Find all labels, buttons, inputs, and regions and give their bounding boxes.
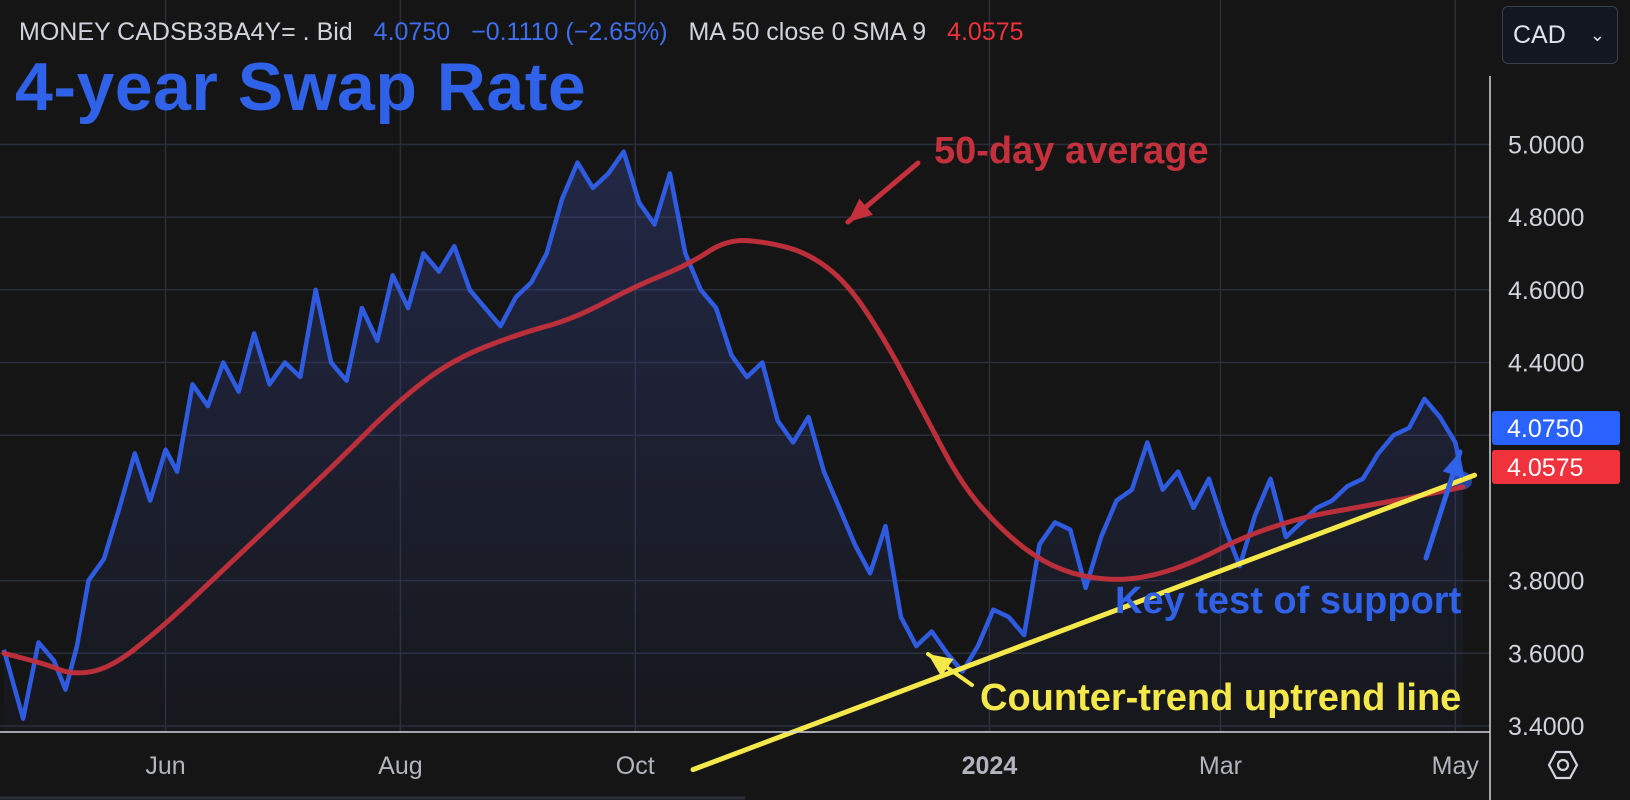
arrow-support-head xyxy=(1442,452,1463,478)
currency-select[interactable]: CAD ⌄ xyxy=(1502,6,1618,64)
annotation-support: Key test of support xyxy=(1115,580,1462,622)
y-tick-label: 5.0000 xyxy=(1508,131,1584,159)
x-tick-label: 2024 xyxy=(962,752,1018,780)
last-price-badge: 4.0750 xyxy=(1507,415,1583,443)
price-change: −0.1110 (−2.65%) xyxy=(471,18,668,46)
ma-price-badge: 4.0575 xyxy=(1507,454,1583,482)
ma-price-badge-bg xyxy=(1492,450,1620,484)
ma-indicator-value: 4.0575 xyxy=(947,18,1024,46)
annotation-layer: 50-day average Key test of support Counter… xyxy=(845,130,1463,719)
ma-indicator-label[interactable]: MA 50 close 0 SMA 9 xyxy=(688,18,927,46)
x-tick-label: Aug xyxy=(378,752,422,780)
y-tick-label: 3.8000 xyxy=(1508,568,1584,596)
ma-line-layer xyxy=(1,238,1466,676)
y-tick-label: 4.6000 xyxy=(1508,277,1584,305)
y-tick-label: 4.4000 xyxy=(1508,350,1584,378)
ma-series-line xyxy=(1,238,1466,676)
price-area xyxy=(3,151,1464,732)
axis-layer[interactable]: 5.00004.80004.60004.40004.20003.80003.60… xyxy=(0,76,1620,800)
chevron-down-icon: ⌄ xyxy=(1589,24,1605,45)
y-tick-label: 4.8000 xyxy=(1508,204,1584,232)
currency-value: CAD xyxy=(1513,20,1566,49)
symbol-label[interactable]: MONEY CADSB3BA4Y= . Bid xyxy=(19,18,353,46)
gear-icon[interactable] xyxy=(1545,749,1581,781)
x-tick-label: May xyxy=(1432,752,1480,780)
chart-title: 4-year Swap Rate xyxy=(15,49,587,125)
arrow-ma-head xyxy=(848,198,873,222)
annotation-ma: 50-day average xyxy=(934,130,1209,172)
x-tick-label: Mar xyxy=(1199,752,1242,780)
chart-header: MONEY CADSB3BA4Y= . Bid 4.0750 −0.1110 (… xyxy=(19,18,1038,47)
y-tick-label: 3.6000 xyxy=(1508,640,1584,668)
trend-line-layer xyxy=(690,472,1478,773)
price-series-line xyxy=(1,149,1466,721)
arrow-trendline-head xyxy=(928,654,954,677)
annotation-trendline: Counter-trend uptrend line xyxy=(980,677,1461,719)
last-price: 4.0750 xyxy=(373,18,451,46)
x-tick-label: Jun xyxy=(145,752,185,780)
uptrend-line xyxy=(690,472,1478,773)
last-price-badge-bg xyxy=(1492,411,1620,445)
x-tick-label: Oct xyxy=(616,752,655,780)
price-area-layer xyxy=(3,151,1464,732)
y-tick-label: 3.4000 xyxy=(1508,713,1584,741)
